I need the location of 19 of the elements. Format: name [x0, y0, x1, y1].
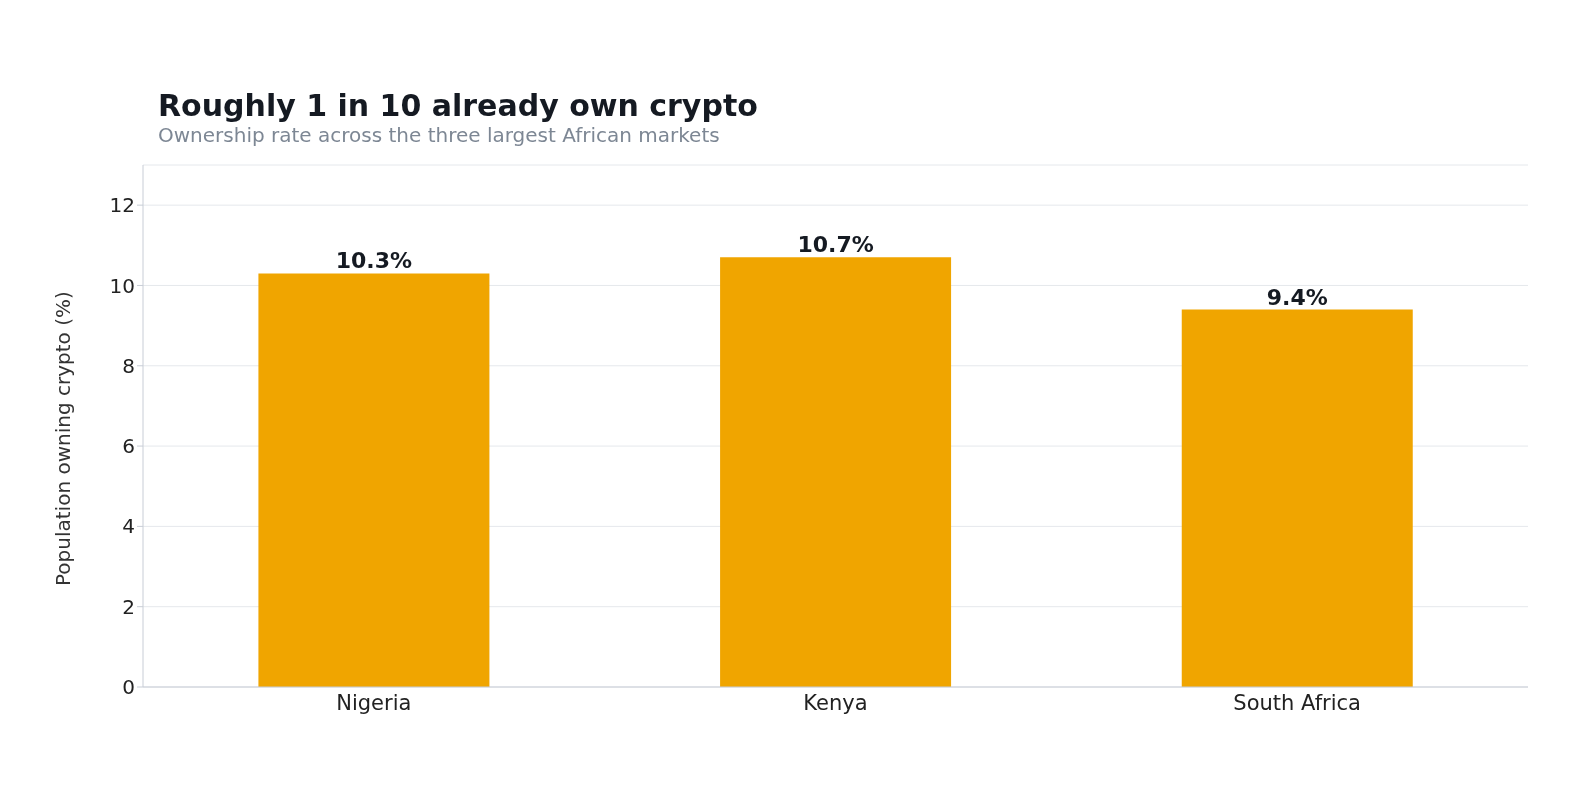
data-label: 10.3% [335, 248, 413, 274]
x-tick-label: South Africa [1233, 690, 1361, 715]
y-tick-label: 6 [122, 434, 135, 459]
chart-subtitle: Ownership rate across the three largest African markets [158, 123, 721, 147]
y-tick-label: 12 [109, 193, 135, 218]
y-tick-label: 2 [122, 594, 135, 619]
y-tick-label: 8 [122, 353, 135, 378]
y-tick-label: 4 [122, 514, 135, 539]
data-label: 9.4% [1266, 284, 1328, 310]
bar [258, 273, 490, 687]
data-label: 10.7% [797, 232, 874, 258]
x-tick-label: Kenya [803, 690, 868, 715]
chart-title: Roughly 1 in 10 already own crypto [158, 88, 759, 123]
y-tick-label: 10 [109, 273, 135, 298]
bar [1181, 309, 1413, 687]
x-tick-label: Nigeria [336, 690, 412, 715]
y-tick-label: 0 [122, 675, 135, 700]
bar [720, 257, 952, 687]
y-axis-title: Population owning crypto (%) [51, 291, 76, 586]
